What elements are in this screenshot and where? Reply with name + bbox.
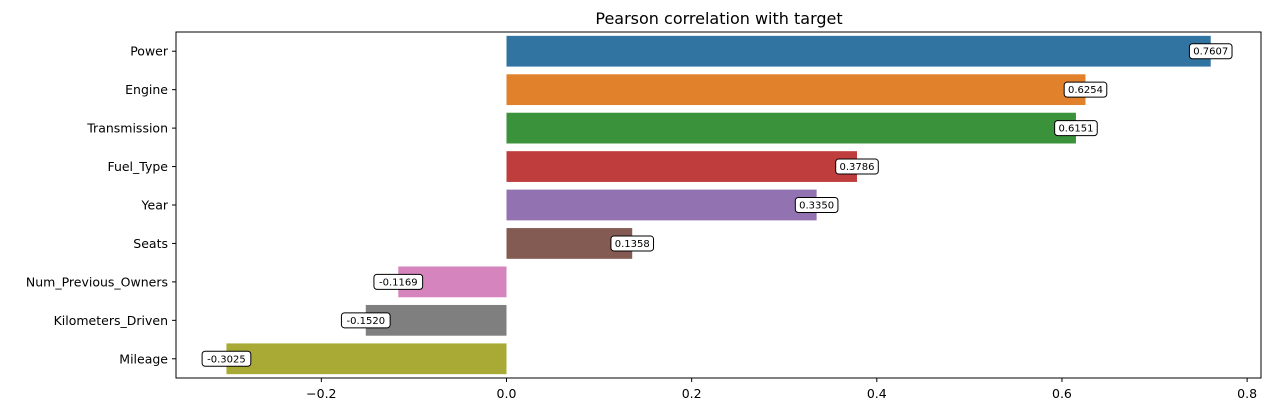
data-label-power: 0.7607: [1189, 44, 1232, 59]
y-tick-label-year: Year: [141, 198, 169, 213]
x-tick-label: 0.8: [1237, 386, 1257, 401]
x-tick-label: 0.2: [682, 386, 702, 401]
bar-fuel-type: [506, 151, 856, 182]
y-tick-label-transmission: Transmission: [86, 121, 168, 136]
y-tick-label-seats: Seats: [133, 236, 168, 251]
data-label-fuel-type: 0.3786: [836, 159, 879, 174]
data-label-text: 0.1358: [615, 239, 650, 250]
data-label-text: -0.1169: [379, 277, 418, 288]
data-label-text: 0.6254: [1068, 85, 1103, 96]
data-label-transmission: 0.6151: [1055, 121, 1098, 136]
chart-title: Pearson correlation with target: [595, 9, 842, 28]
bar-transmission: [506, 113, 1075, 144]
data-label-text: 0.7607: [1193, 47, 1228, 58]
data-label-engine: 0.6254: [1064, 82, 1107, 97]
bar-engine: [506, 74, 1085, 105]
data-label-mileage: -0.3025: [202, 351, 251, 366]
y-tick-label-power: Power: [130, 44, 169, 59]
data-label-text: 0.3350: [799, 201, 834, 212]
bar-mileage: [226, 343, 506, 374]
x-tick-label: −0.2: [306, 386, 336, 401]
data-label-kilometers-driven: -0.1520: [341, 313, 390, 328]
x-tick-label: 0.0: [497, 386, 517, 401]
data-label-text: 0.3786: [839, 162, 874, 173]
y-tick-label-mileage: Mileage: [119, 351, 168, 366]
bar-power: [506, 36, 1210, 67]
y-axis-ticks: Power Engine Transmission Fuel_Type Year Seat…: [26, 44, 176, 367]
data-label-text: -0.1520: [346, 316, 385, 327]
bar-year: [506, 190, 816, 221]
data-label-seats: 0.1358: [611, 236, 654, 251]
y-tick-label-kilometers-driven: Kilometers_Driven: [54, 313, 168, 328]
y-tick-label-num-previous-owners: Num_Previous_Owners: [26, 274, 168, 289]
data-label-num-previous-owners: -0.1169: [374, 274, 423, 289]
x-axis-ticks: −0.2 0.0 0.2 0.4 0.6 0.8: [306, 378, 1257, 401]
y-tick-label-fuel-type: Fuel_Type: [107, 159, 168, 174]
x-tick-label: 0.4: [867, 386, 887, 401]
x-tick-label: 0.6: [1052, 386, 1072, 401]
data-label-year: 0.3350: [795, 198, 838, 213]
data-label-text: 0.6151: [1058, 124, 1093, 135]
data-label-text: -0.3025: [207, 354, 246, 365]
y-tick-label-engine: Engine: [125, 82, 168, 97]
